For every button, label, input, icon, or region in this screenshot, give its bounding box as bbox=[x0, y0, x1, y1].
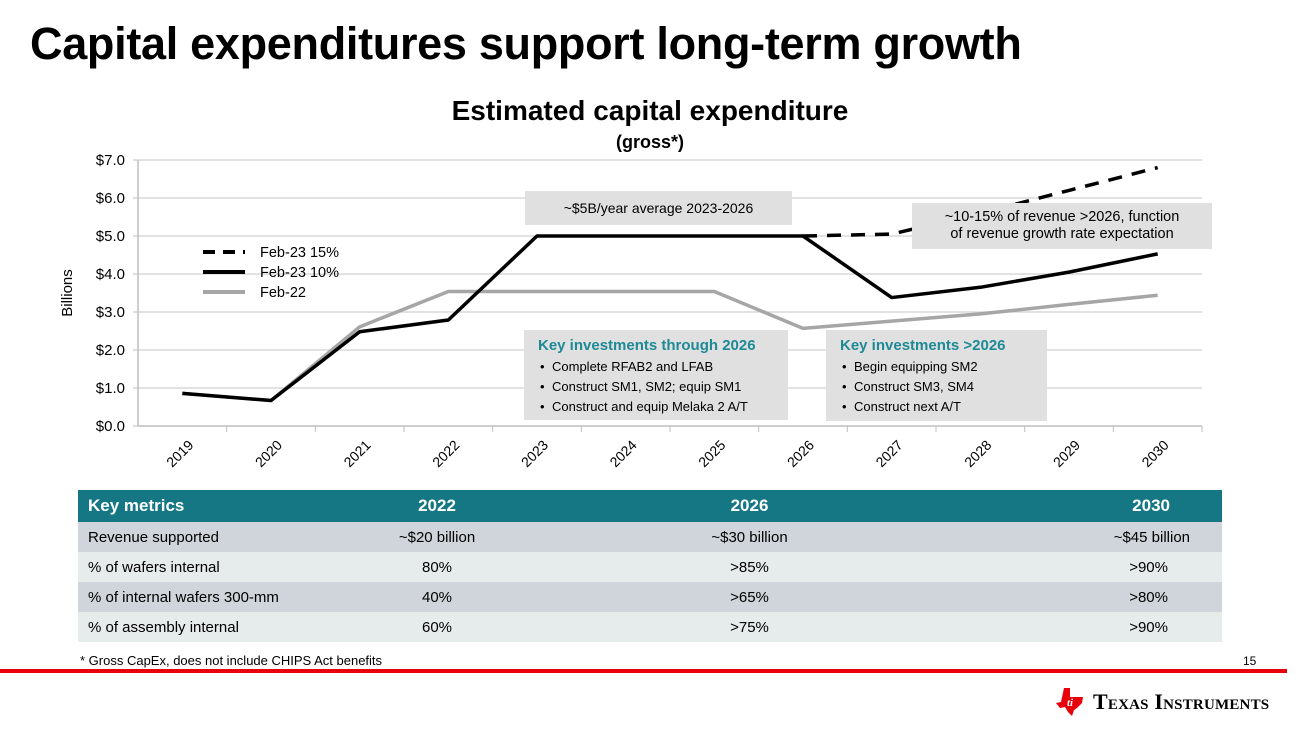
table-cell: >65% bbox=[577, 582, 922, 612]
table-cell: 60% bbox=[297, 612, 577, 642]
investment-item: Construct SM1, SM2; equip SM1 bbox=[538, 377, 788, 397]
logo-text: Texas Instruments bbox=[1093, 689, 1270, 714]
divider-line bbox=[0, 669, 1287, 673]
table-cell: % of assembly internal bbox=[78, 612, 297, 642]
ti-logo: ti Texas Instruments bbox=[1055, 686, 1269, 718]
table-row: Revenue supported ~$20 billion ~$30 bill… bbox=[78, 522, 1222, 552]
series-line-feb-22 bbox=[182, 289, 1158, 403]
y-tick-label: $4.0 bbox=[96, 266, 125, 283]
x-tick-label: 2030 bbox=[1138, 437, 1171, 470]
table-cell: ~$30 billion bbox=[577, 522, 922, 552]
avg-annotation: ~$5B/year average 2023-2026 bbox=[525, 191, 792, 225]
table-cell: >85% bbox=[577, 552, 922, 582]
y-tick-label: $3.0 bbox=[96, 304, 125, 321]
y-axis-label: Billions bbox=[59, 269, 76, 317]
table-cell: Revenue supported bbox=[78, 522, 297, 552]
legend-label: Feb-23 10% bbox=[260, 265, 339, 281]
table-row: % of assembly internal 60% >75% >90% bbox=[78, 612, 1222, 642]
footnote: * Gross CapEx, does not include CHIPS Ac… bbox=[80, 653, 383, 668]
investment-item: Construct next A/T bbox=[840, 397, 1047, 417]
series-line-feb-23-10- bbox=[182, 234, 1159, 403]
texas-map-icon: ti bbox=[1056, 688, 1083, 716]
chart-title: Estimated capital expenditure bbox=[451, 95, 849, 126]
table-cell: % of wafers internal bbox=[78, 552, 297, 582]
svg-text:ti: ti bbox=[1067, 697, 1074, 709]
x-tick-label: 2025 bbox=[695, 437, 728, 470]
table-cell: ~$20 billion bbox=[297, 522, 577, 552]
key-metrics-table: Key metrics 2022 2026 2030 Revenue suppo… bbox=[78, 490, 1222, 642]
table-header-row: Key metrics 2022 2026 2030 bbox=[78, 490, 1222, 522]
future-annotation-line2: of revenue growth rate expectation bbox=[950, 226, 1174, 242]
avg-annotation-text: ~$5B/year average 2023-2026 bbox=[563, 200, 754, 216]
investment-item: Construct SM3, SM4 bbox=[840, 377, 1047, 397]
investment-item: Complete RFAB2 and LFAB bbox=[538, 357, 788, 377]
table-header: 2026 bbox=[577, 490, 922, 522]
x-tick-label: 2027 bbox=[872, 437, 905, 470]
x-tick-label: 2021 bbox=[340, 437, 373, 470]
x-tick-label: 2024 bbox=[606, 437, 639, 470]
investment-item: Begin equipping SM2 bbox=[840, 357, 1047, 377]
chart-subtitle: (gross*) bbox=[615, 132, 684, 152]
table-cell: % of internal wafers 300-mm bbox=[78, 582, 297, 612]
table-header: 2022 bbox=[297, 490, 577, 522]
table-cell: >90% bbox=[922, 552, 1222, 582]
x-tick-label: 2022 bbox=[429, 437, 462, 470]
y-tick-label: $7.0 bbox=[96, 152, 125, 169]
legend-label: Feb-23 15% bbox=[260, 245, 339, 261]
table-cell: >75% bbox=[577, 612, 922, 642]
x-tick-label: 2029 bbox=[1050, 437, 1083, 470]
table-cell: ~$45 billion bbox=[922, 522, 1222, 552]
table-cell: 40% bbox=[297, 582, 577, 612]
y-tick-label: $2.0 bbox=[96, 342, 125, 359]
x-tick-label: 2023 bbox=[518, 437, 551, 470]
investment-item: Construct and equip Melaka 2 A/T bbox=[538, 397, 788, 417]
investments-through-2026: Key investments through 2026 Complete RF… bbox=[524, 330, 788, 420]
table-row: % of internal wafers 300-mm 40% >65% >80… bbox=[78, 582, 1222, 612]
investments-after-2026-title: Key investments >2026 bbox=[840, 337, 1006, 354]
table-row: % of wafers internal 80% >85% >90% bbox=[78, 552, 1222, 582]
table-cell: >90% bbox=[922, 612, 1222, 642]
y-tick-label: $5.0 bbox=[96, 228, 125, 245]
table-cell: 80% bbox=[297, 552, 577, 582]
x-tick-label: 2026 bbox=[784, 437, 817, 470]
legend-label: Feb-22 bbox=[260, 285, 306, 301]
table-header: Key metrics bbox=[78, 490, 297, 522]
y-tick-label: $0.0 bbox=[96, 418, 125, 435]
y-tick-label: $6.0 bbox=[96, 190, 125, 207]
table-cell: >80% bbox=[922, 582, 1222, 612]
x-tick-label: 2028 bbox=[961, 437, 994, 470]
future-annotation: ~10-15% of revenue >2026, function of re… bbox=[912, 203, 1212, 249]
table-header: 2030 bbox=[922, 490, 1222, 522]
x-tick-label: 2020 bbox=[252, 437, 285, 470]
slide-title: Capital expenditures support long-term g… bbox=[30, 18, 1022, 69]
page-number: 15 bbox=[1243, 654, 1257, 668]
x-tick-label: 2019 bbox=[163, 437, 196, 470]
investments-through-2026-title: Key investments through 2026 bbox=[538, 337, 756, 354]
investments-after-2026: Key investments >2026 Begin equipping SM… bbox=[826, 330, 1047, 421]
y-tick-label: $1.0 bbox=[96, 380, 125, 397]
future-annotation-line1: ~10-15% of revenue >2026, function bbox=[944, 209, 1180, 225]
